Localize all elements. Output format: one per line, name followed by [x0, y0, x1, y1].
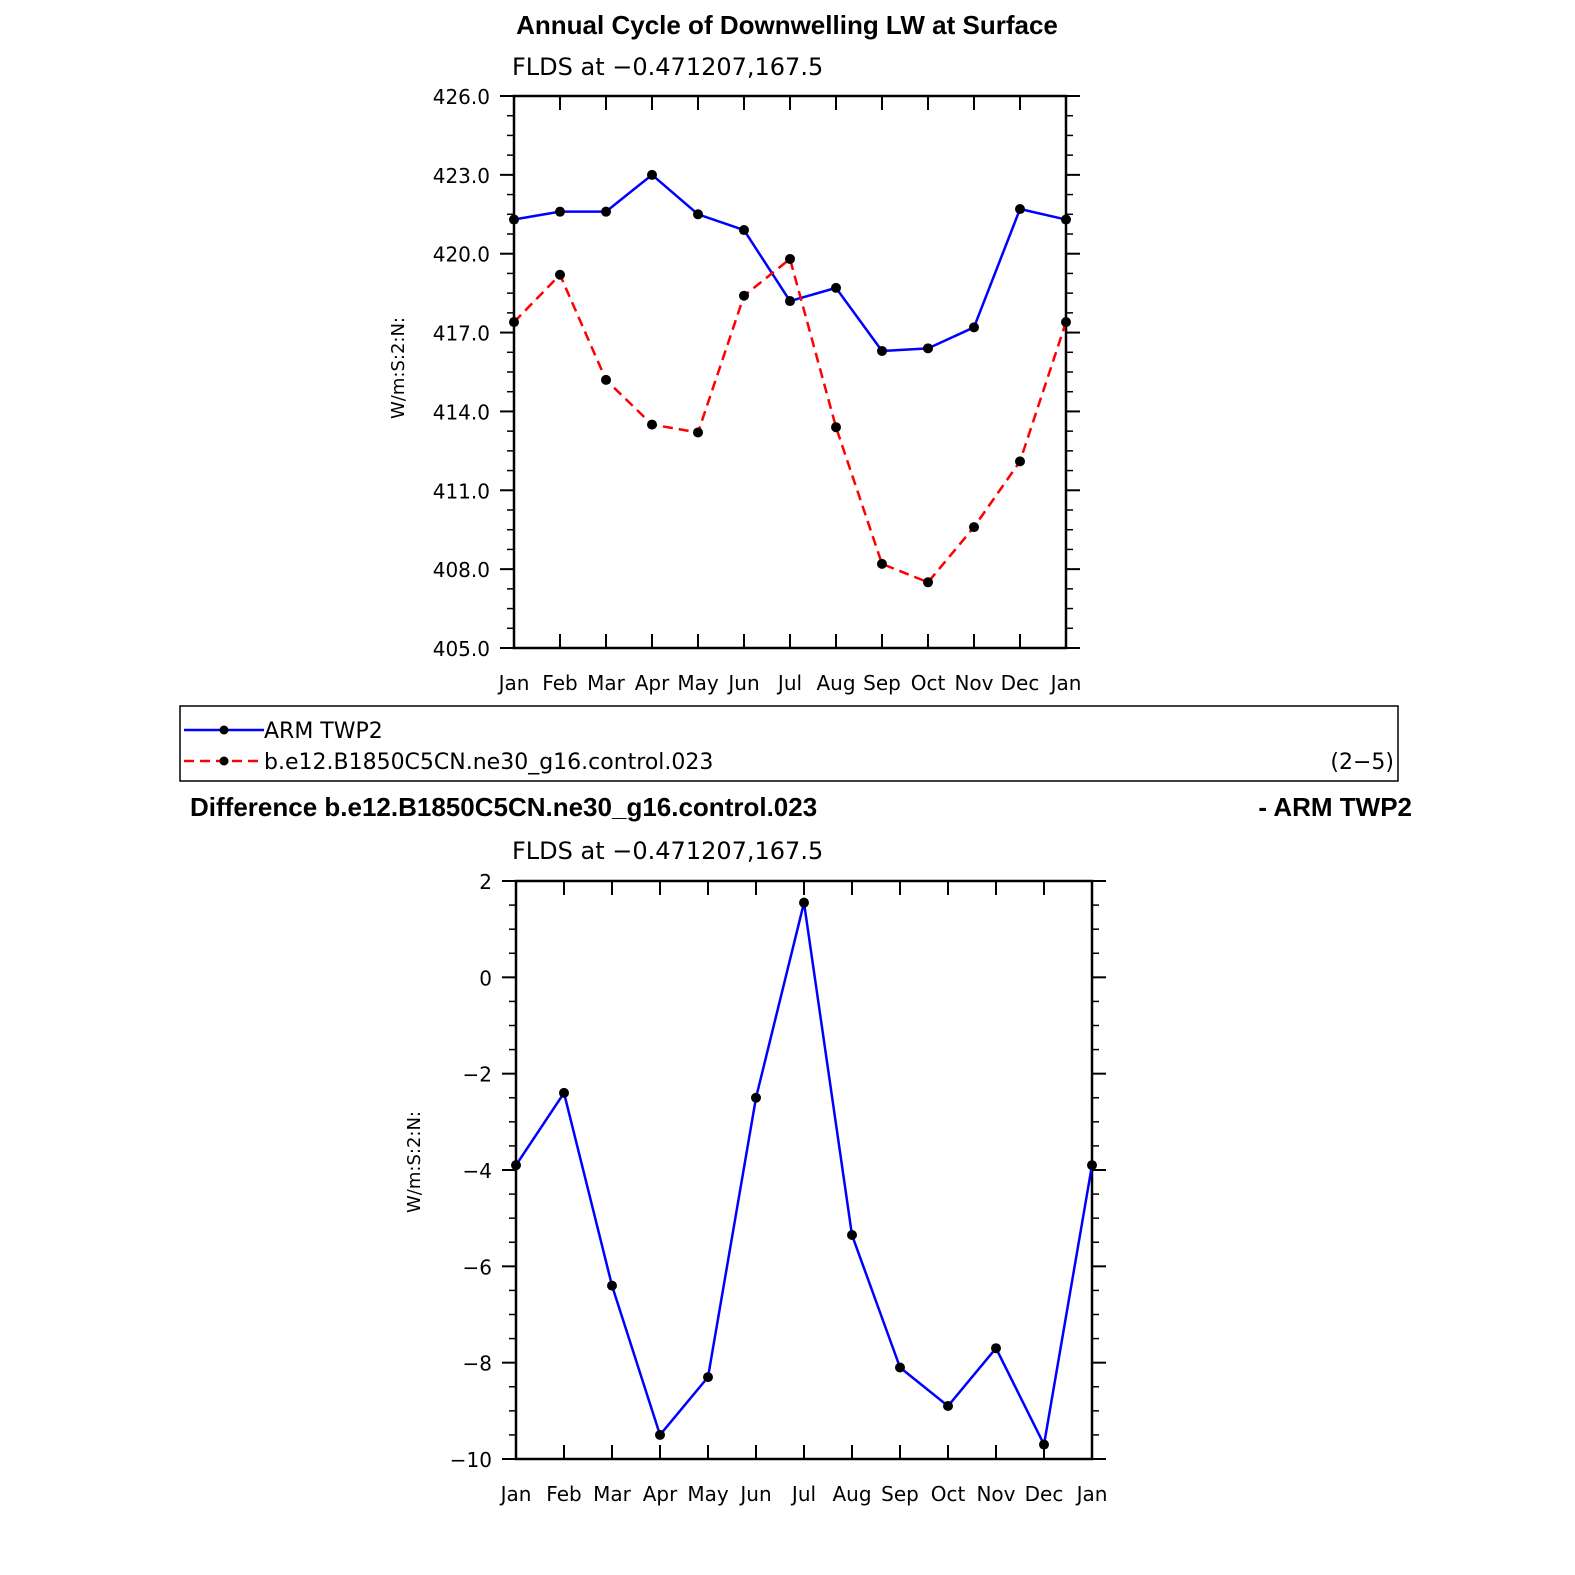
- top-series-1-point: [601, 374, 611, 385]
- legend: ARM TWP2 b.e12.B1850C5CN.ne30_g16.contro…: [179, 705, 1399, 782]
- bottom-x-tick-label: Oct: [931, 1482, 966, 1506]
- legend-box: [179, 705, 1399, 782]
- top-y-tick-label: 408.0: [433, 558, 490, 582]
- bottom-y-tick-label: −4: [463, 1159, 492, 1183]
- legend-marker-arm: [219, 725, 229, 735]
- top-series-0-point: [1015, 204, 1025, 215]
- top-x-tick-label: Oct: [911, 671, 946, 695]
- legend-marker-model: [219, 756, 229, 766]
- top-x-tick-label: Apr: [635, 671, 670, 695]
- top-x-tick-label: Jul: [776, 671, 802, 695]
- bottom-y-tick-label: 2: [479, 870, 492, 894]
- bottom-series-0-point: [607, 1280, 617, 1291]
- bottom-chart-title: Difference b.e12.B1850C5CN.ne30_g16.cont…: [190, 792, 817, 822]
- bottom-x-tick-label: Sep: [881, 1482, 919, 1506]
- top-chart-subtitle: FLDS at −0.471207,167.5: [512, 53, 823, 81]
- top-chart-ylabel: W/m:S:2:N:: [388, 317, 409, 419]
- top-y-tick-label: 405.0: [433, 637, 490, 661]
- top-series-1-point: [647, 419, 657, 430]
- top-series-0-point: [601, 206, 611, 217]
- top-series-0-point: [831, 282, 841, 293]
- bottom-series-0-point: [847, 1230, 857, 1241]
- top-series-0-point: [923, 343, 933, 354]
- bottom-series-0-point: [559, 1087, 569, 1098]
- bottom-series-0-point: [991, 1343, 1001, 1354]
- top-series-0-point: [693, 209, 703, 220]
- top-series-1-point: [785, 253, 795, 264]
- top-series-line-1: [513, 257, 1068, 584]
- top-x-tick-label: Jun: [726, 671, 759, 695]
- bottom-x-tick-label: Jan: [1075, 1482, 1108, 1506]
- bottom-x-tick-label: Mar: [593, 1482, 632, 1506]
- top-series-1-point: [923, 577, 933, 588]
- top-series-0-point: [1061, 214, 1071, 225]
- bottom-x-tick-label: Jan: [499, 1482, 532, 1506]
- top-y-tick-label: 411.0: [433, 479, 490, 503]
- top-series-1-point: [831, 422, 841, 433]
- top-x-tick-label: Dec: [1001, 671, 1040, 695]
- bottom-x-tick-label: Apr: [643, 1482, 678, 1506]
- bottom-y-tick-label: −10: [450, 1448, 492, 1472]
- top-series-0-point: [509, 214, 519, 225]
- bottom-x-tick-label: Aug: [832, 1482, 871, 1506]
- bottom-series-0-point: [655, 1429, 665, 1440]
- top-series-1-point: [1015, 456, 1025, 467]
- bottom-series-0-point: [799, 897, 809, 908]
- top-series-1-point: [693, 427, 703, 438]
- bottom-y-tick-label: 0: [479, 966, 492, 990]
- bottom-x-tick-label: Dec: [1025, 1482, 1064, 1506]
- top-series-0-point: [555, 206, 565, 217]
- bottom-x-tick-label: May: [687, 1482, 729, 1506]
- bottom-series-0-point: [1087, 1160, 1097, 1171]
- bottom-y-tick-label: −6: [463, 1255, 492, 1279]
- top-chart-title: Annual Cycle of Downwelling LW at Surfac…: [516, 10, 1058, 40]
- top-x-tick-label: Nov: [954, 671, 993, 695]
- bottom-chart-ylabel: W/m:S:2:N:: [404, 1111, 425, 1213]
- top-series-1-point: [509, 317, 519, 328]
- legend-note: (2−5): [1330, 750, 1394, 775]
- top-series-0-point: [739, 225, 749, 236]
- top-series-0-point: [969, 322, 979, 333]
- top-x-tick-label: May: [677, 671, 719, 695]
- top-series-0-point: [647, 169, 657, 180]
- bottom-y-tick-label: −2: [463, 1063, 492, 1087]
- bottom-series-line-0: [514, 901, 1094, 1446]
- bottom-x-tick-label: Jul: [790, 1482, 816, 1506]
- top-x-tick-label: Feb: [542, 671, 577, 695]
- top-series-0-point: [785, 296, 795, 307]
- top-series-0-point: [877, 345, 887, 356]
- bottom-plot-frame: [514, 879, 1094, 1461]
- top-series-1-point: [739, 290, 749, 301]
- top-x-tick-label: Jan: [497, 671, 530, 695]
- top-x-tick-label: Jan: [1049, 671, 1082, 695]
- top-series-1-point: [1061, 317, 1071, 328]
- top-y-tick-label: 414.0: [433, 400, 490, 424]
- top-series-1-point: [969, 522, 979, 533]
- top-y-tick-label: 426.0: [433, 85, 490, 109]
- bottom-x-tick-label: Nov: [976, 1482, 1015, 1506]
- bottom-x-tick-label: Jun: [738, 1482, 771, 1506]
- top-series-1-point: [877, 558, 887, 569]
- top-x-tick-label: Mar: [587, 671, 626, 695]
- bottom-series-0-point: [943, 1401, 953, 1412]
- top-series-1-point: [555, 269, 565, 280]
- bottom-series-0-point: [751, 1092, 761, 1103]
- top-y-tick-label: 420.0: [433, 243, 490, 267]
- bottom-y-tick-label: −8: [463, 1352, 492, 1376]
- top-x-tick-label: Sep: [863, 671, 901, 695]
- bottom-chart-title-right: - ARM TWP2: [1258, 792, 1412, 822]
- top-y-tick-label: 417.0: [433, 322, 490, 346]
- bottom-x-tick-label: Feb: [546, 1482, 581, 1506]
- bottom-series-0-point: [895, 1362, 905, 1373]
- bottom-chart-subtitle: FLDS at −0.471207,167.5: [512, 837, 823, 865]
- legend-label-arm: ARM TWP2: [264, 719, 383, 744]
- top-y-tick-label: 423.0: [433, 164, 490, 188]
- bottom-series-0-point: [703, 1372, 713, 1383]
- bottom-series-0-point: [511, 1160, 521, 1171]
- top-x-tick-label: Aug: [816, 671, 855, 695]
- legend-label-model: b.e12.B1850C5CN.ne30_g16.control.023: [264, 750, 713, 775]
- bottom-series-0-point: [1039, 1439, 1049, 1450]
- top-plot-frame: [512, 94, 1068, 650]
